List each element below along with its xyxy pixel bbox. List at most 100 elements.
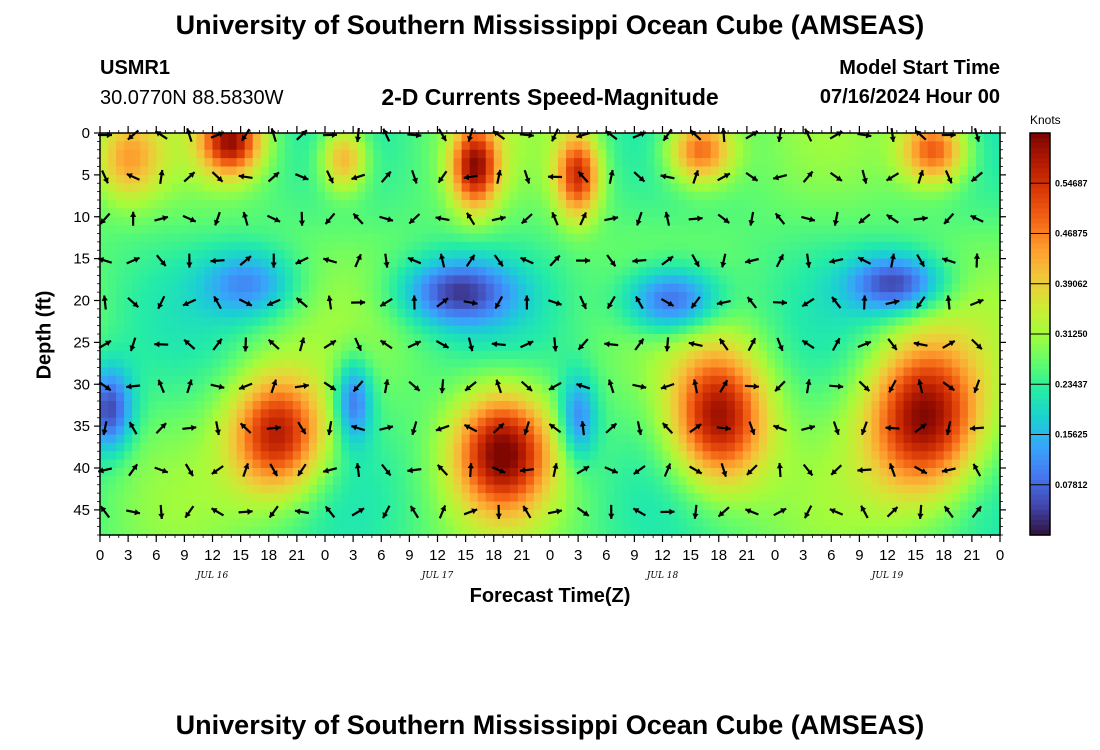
heatmap-cell [895, 484, 905, 494]
heatmap-cell [196, 392, 206, 402]
heatmap-cell [630, 208, 639, 218]
heatmap-cell [148, 359, 157, 369]
heatmap-cell [895, 225, 905, 235]
heatmap-cell [228, 451, 238, 461]
heatmap-cell [493, 191, 503, 201]
heatmap-cell [124, 292, 133, 302]
heatmap-cell [726, 133, 736, 142]
heatmap-cell [108, 267, 117, 276]
heatmap-cell [646, 417, 656, 427]
heatmap-cell [156, 216, 165, 226]
heatmap-cell [333, 200, 342, 209]
heatmap-cell [116, 334, 125, 343]
heatmap-cell [630, 241, 639, 251]
heatmap-cell [839, 225, 848, 235]
heatmap-cell [726, 401, 736, 410]
heatmap-cell [935, 233, 945, 243]
heatmap-cell [389, 166, 398, 176]
heatmap-cell [164, 158, 173, 168]
heatmap-cell [541, 451, 551, 461]
heatmap-cell [373, 275, 382, 285]
heatmap-cell [357, 417, 366, 427]
heatmap-cell [397, 325, 406, 335]
heatmap-cell [260, 258, 270, 268]
heatmap-cell [959, 459, 969, 469]
heatmap-cell [357, 484, 366, 494]
heatmap-cell [951, 451, 961, 461]
heatmap-cell [823, 300, 832, 310]
heatmap-cell [180, 225, 189, 235]
heatmap-cell [927, 158, 937, 168]
heatmap-cell [244, 392, 254, 402]
heatmap-cell [983, 392, 993, 402]
heatmap-cell [413, 334, 423, 343]
heatmap-cell [517, 258, 527, 268]
heatmap-cell [638, 417, 648, 427]
heatmap-cell [517, 434, 527, 444]
heatmap-cell [590, 225, 599, 235]
heatmap-cell [381, 283, 390, 293]
heatmap-cell [132, 493, 141, 503]
heatmap-cell [823, 133, 832, 142]
heatmap-cell [911, 216, 921, 226]
heatmap-cell [935, 308, 945, 318]
heatmap-cell [606, 325, 615, 335]
heatmap-cell [654, 359, 664, 369]
heatmap-cell [108, 317, 117, 327]
heatmap-cell [333, 283, 342, 293]
heatmap-cell [951, 426, 961, 436]
heatmap-cell [638, 258, 648, 268]
heatmap-cell [389, 158, 398, 168]
heatmap-cell [919, 141, 929, 151]
heatmap-cell [847, 250, 856, 260]
heatmap-cell [750, 258, 760, 268]
heatmap-cell [919, 392, 929, 402]
heatmap-cell [799, 267, 808, 276]
heatmap-cell [903, 451, 913, 461]
heatmap-cell [718, 166, 728, 176]
heatmap-cell [228, 166, 238, 176]
heatmap-cell [702, 317, 712, 327]
heatmap-cell [783, 149, 792, 159]
heatmap-cell [228, 417, 238, 427]
heatmap-cell [180, 325, 189, 335]
heatmap-cell [357, 141, 366, 151]
heatmap-cell [991, 208, 1001, 218]
heatmap-cell [750, 426, 760, 436]
heatmap-cell [172, 149, 181, 159]
heatmap-cell [943, 233, 953, 243]
heatmap-cell [493, 225, 503, 235]
heatmap-cell [100, 283, 109, 293]
heatmap-cell [903, 476, 913, 486]
heatmap-cell [276, 493, 286, 503]
heatmap-cell [614, 434, 623, 444]
heatmap-cell [100, 200, 109, 209]
heatmap-cell [614, 216, 623, 226]
heatmap-cell [903, 426, 913, 436]
heatmap-cell [839, 442, 848, 452]
heatmap-cell [196, 233, 206, 243]
heatmap-cell [100, 459, 109, 469]
heatmap-cell [638, 233, 648, 243]
heatmap-cell [791, 384, 800, 394]
heatmap-cell [308, 200, 318, 209]
heatmap-cell [991, 468, 1001, 477]
heatmap-cell [228, 367, 238, 377]
heatmap-cell [879, 292, 889, 302]
heatmap-cell [485, 208, 495, 218]
heatmap-cell [276, 174, 286, 184]
heatmap-cell [349, 334, 358, 343]
heatmap-cell [172, 183, 181, 193]
heatmap-cell [831, 158, 840, 168]
heatmap-cell [140, 241, 149, 251]
heatmap-cell [469, 308, 479, 318]
heatmap-cell [550, 225, 559, 235]
heatmap-cell [734, 149, 744, 159]
heatmap-cell [566, 200, 575, 209]
heatmap-cell [670, 342, 680, 352]
heatmap-cell [116, 401, 125, 410]
heatmap-cell [726, 275, 736, 285]
heatmap-cell [614, 392, 623, 402]
heatmap-cell [164, 451, 173, 461]
heatmap-cell [670, 401, 680, 410]
